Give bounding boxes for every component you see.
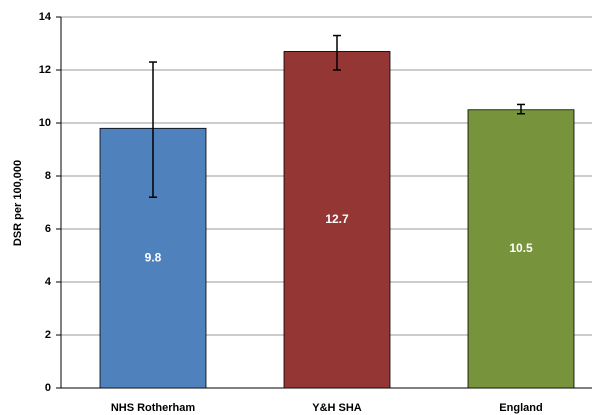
x-tick-label: Y&H SHA (312, 402, 362, 414)
bar (283, 51, 391, 389)
bar (467, 109, 575, 389)
x-tick-label: England (499, 402, 542, 414)
y-tick-label: 4 (45, 276, 52, 288)
error-bar (149, 61, 157, 198)
data-label: 12.7 (325, 212, 349, 226)
y-tick-label: 14 (39, 11, 52, 23)
data-label: 9.8 (145, 250, 162, 264)
y-tick-label: 12 (39, 64, 51, 76)
y-axis-label: DSR per 100,000 (12, 160, 24, 246)
x-tick-label: NHS Rotherham (111, 402, 196, 414)
y-tick-label: 6 (45, 223, 51, 235)
data-label: 10.5 (509, 241, 533, 255)
error-bar (333, 34, 341, 71)
y-tick-label: 10 (39, 117, 51, 129)
y-tick-label: 8 (45, 170, 51, 182)
y-tick-label: 0 (45, 382, 51, 394)
error-bar (517, 103, 525, 115)
y-tick-label: 2 (45, 329, 51, 341)
